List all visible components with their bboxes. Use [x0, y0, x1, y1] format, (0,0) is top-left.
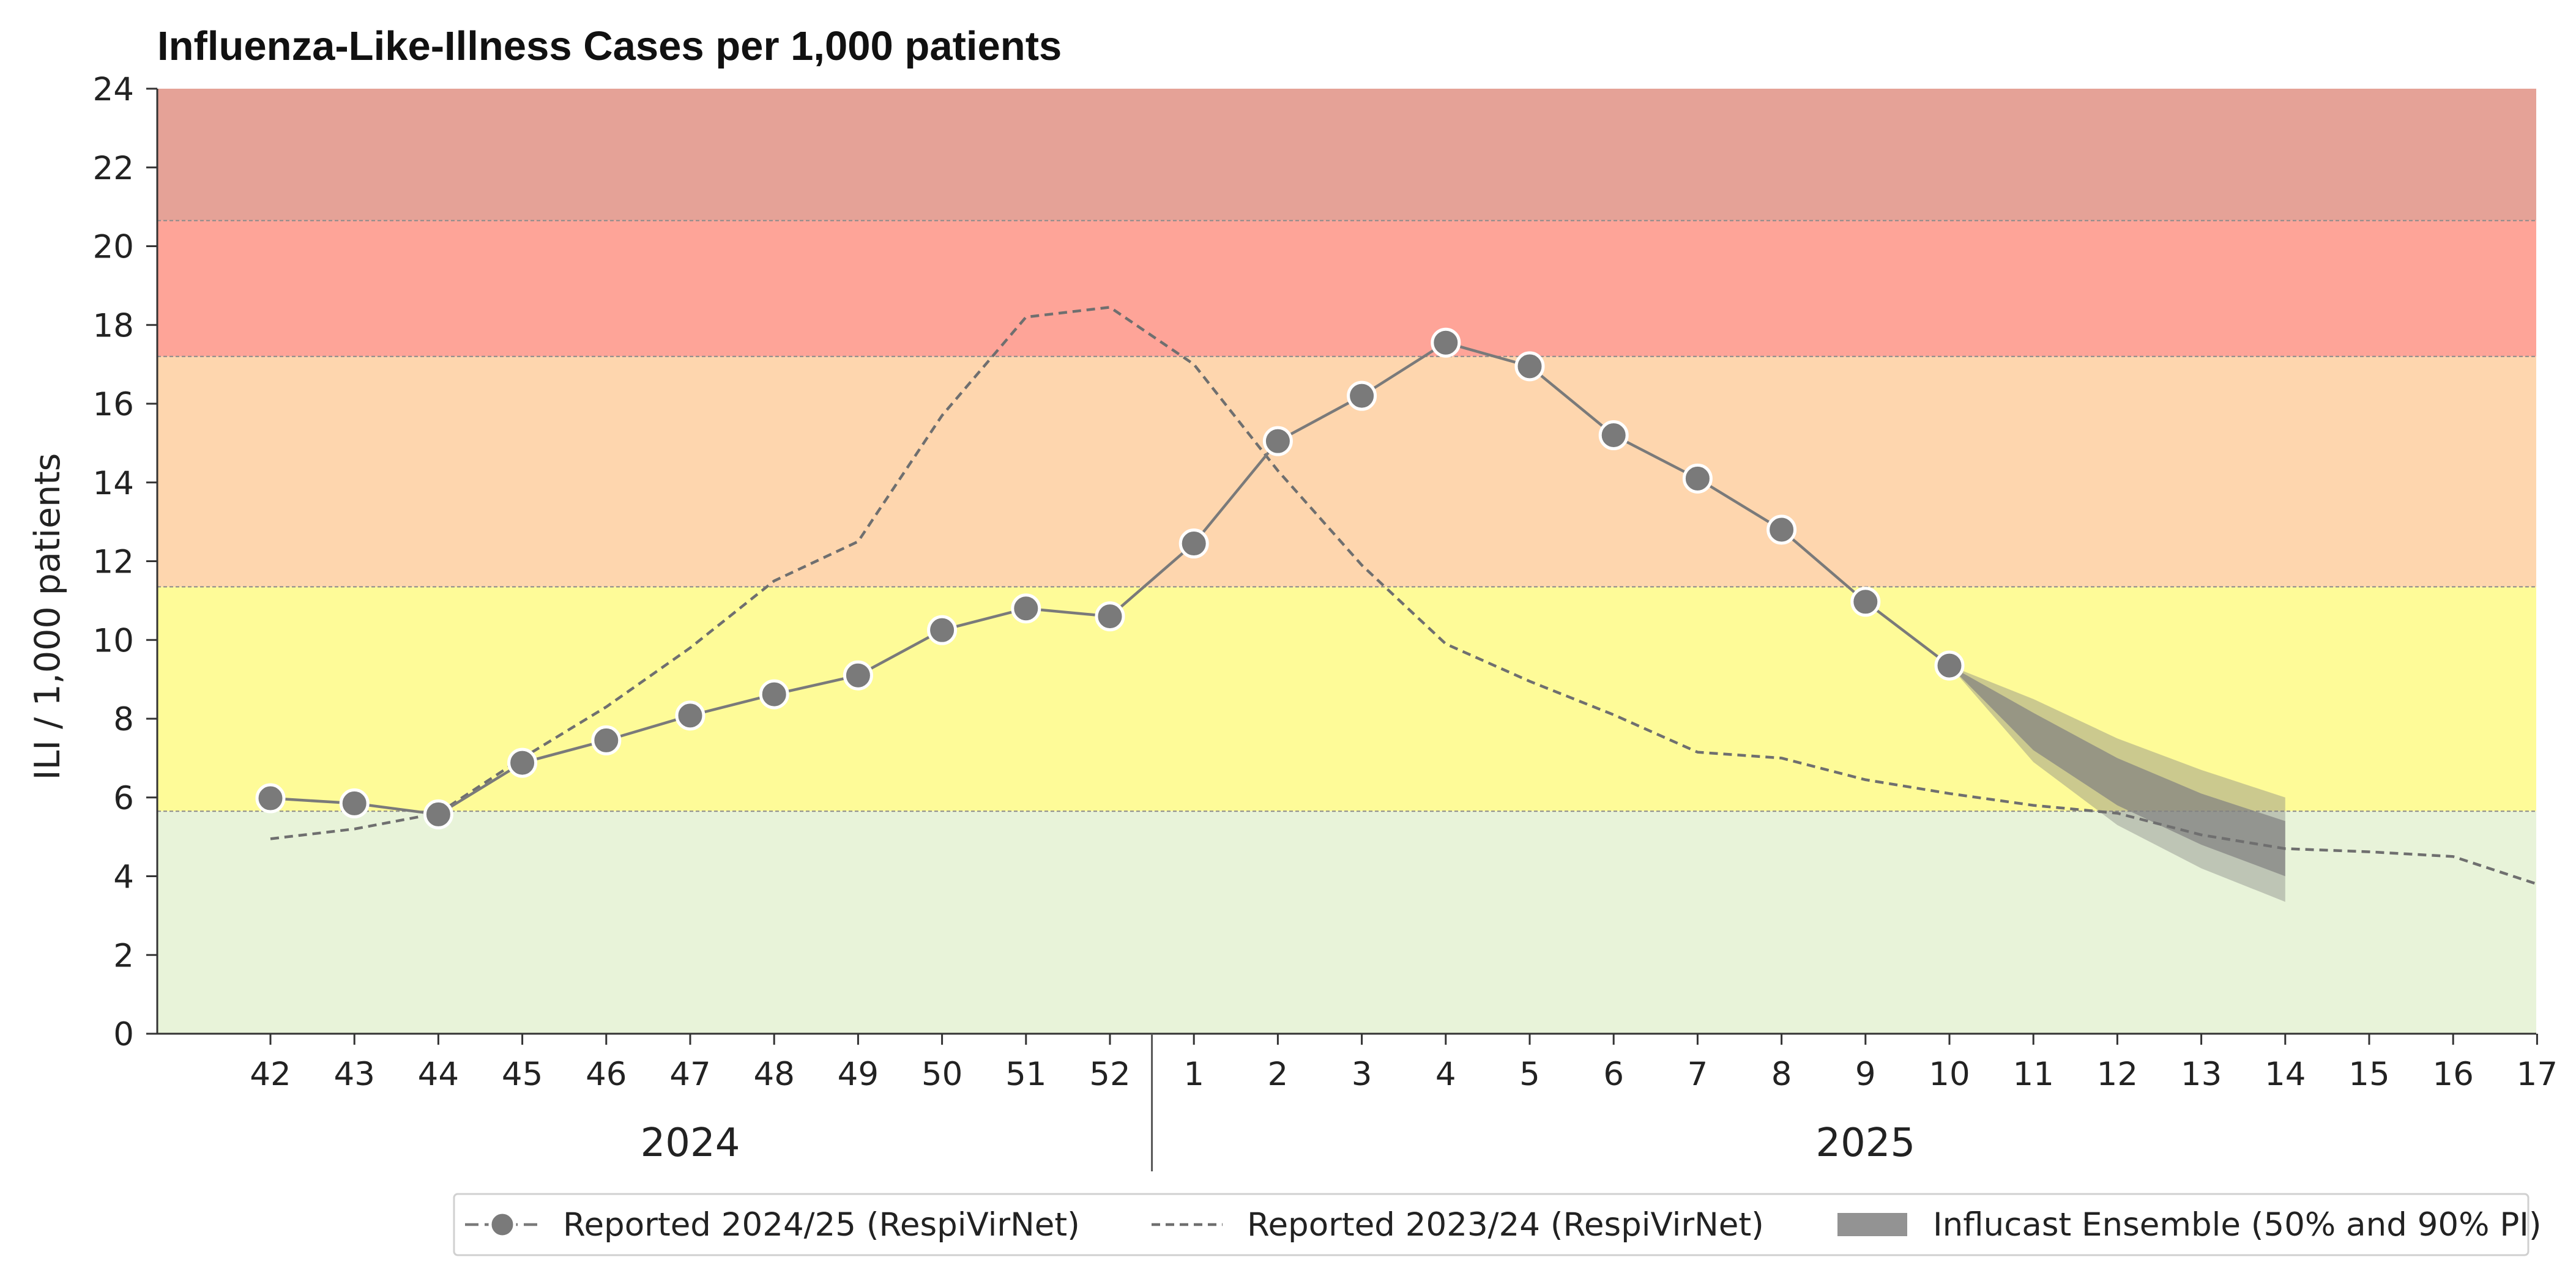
x-tick-label: 45: [502, 1056, 543, 1093]
data-point-2024-25: [591, 725, 622, 755]
x-tick-label: 9: [1855, 1056, 1876, 1093]
x-tick-label: 5: [1519, 1056, 1540, 1093]
data-point-2024-25: [1850, 587, 1881, 617]
data-point-2024-25: [843, 660, 873, 691]
data-point-2024-25: [423, 799, 453, 829]
data-point-2024-25: [759, 679, 789, 710]
threshold-band-2: [157, 356, 2536, 587]
x-tick-label: 14: [2265, 1056, 2306, 1093]
legend: Reported 2024/25 (RespiVirNet) Reported 2…: [453, 1193, 2542, 1256]
data-point-2024-25: [927, 615, 958, 645]
data-point-2024-25: [339, 788, 370, 818]
data-point-2024-25: [255, 783, 286, 814]
y-tick-label: 18: [93, 307, 134, 344]
x-tick-label: 47: [669, 1056, 710, 1093]
x-tick-label: 52: [1089, 1056, 1130, 1093]
data-point-2024-25: [1766, 514, 1797, 545]
x-tick-label: 6: [1603, 1056, 1624, 1093]
x-tick-label: 3: [1352, 1056, 1372, 1093]
data-point-2024-25: [1934, 650, 1965, 681]
year-label: 2024: [641, 1121, 740, 1166]
legend-marker-2024-25: [488, 1210, 516, 1239]
x-tick-label: 2: [1268, 1056, 1289, 1093]
data-point-2024-25: [1431, 327, 1461, 358]
x-tick-label: 12: [2097, 1056, 2138, 1093]
legend-label-forecast: Influcast Ensemble (50% and 90% PI): [1933, 1206, 2542, 1244]
x-tick-label: 42: [250, 1056, 291, 1093]
y-tick-label: 6: [113, 780, 134, 817]
y-tick-label: 0: [113, 1016, 134, 1053]
series-layer: [255, 305, 2538, 902]
data-point-2024-25: [1262, 426, 1293, 456]
chart-title: Influenza-Like-Illness Cases per 1,000 p…: [157, 23, 1062, 69]
data-point-2024-25: [1514, 351, 1545, 382]
data-point-2024-25: [1347, 380, 1377, 411]
legend-swatch-forecast: [1837, 1213, 1907, 1236]
threshold-band-4: [157, 89, 2536, 221]
y-tick-label: 24: [93, 71, 134, 108]
y-tick-label: 4: [113, 859, 134, 896]
x-tick-label: 48: [753, 1056, 794, 1093]
x-tick-label: 43: [333, 1056, 374, 1093]
data-point-2024-25: [1178, 528, 1209, 559]
threshold-band-3: [157, 220, 2536, 357]
y-tick-label: 22: [93, 150, 134, 187]
x-tick-label: 49: [838, 1056, 879, 1093]
data-point-2024-25: [1682, 463, 1713, 494]
x-tick-label: 8: [1771, 1056, 1792, 1093]
x-tick-label: 17: [2517, 1056, 2558, 1093]
x-tick-label: 16: [2432, 1056, 2473, 1093]
y-axis-label: ILI / 1,000 patients: [28, 453, 68, 780]
x-tick-label: 10: [1929, 1056, 1970, 1093]
legend-label-2023-24: Reported 2023/24 (RespiVirNet): [1247, 1206, 1764, 1244]
y-tick-label: 10: [93, 622, 134, 659]
data-point-2024-25: [675, 700, 705, 731]
x-tick-label: 11: [2012, 1056, 2053, 1093]
x-tick-label: 7: [1688, 1056, 1708, 1093]
x-tick-label: 51: [1005, 1056, 1046, 1093]
forecast-50-pi-band: [1949, 665, 2285, 877]
threshold-bands: [157, 89, 2536, 1034]
x-tick-label: 44: [418, 1056, 459, 1093]
x-tick-label: 46: [586, 1056, 627, 1093]
legend-box: [453, 1193, 2529, 1256]
y-tick-label: 14: [93, 465, 134, 502]
legend-label-2024-25: Reported 2024/25 (RespiVirNet): [563, 1206, 1080, 1244]
y-tick-label: 12: [93, 544, 134, 581]
y-tick-label: 8: [113, 701, 134, 738]
x-tick-label: 4: [1435, 1056, 1456, 1093]
data-point-2024-25: [1095, 601, 1125, 632]
y-tick-label: 16: [93, 386, 134, 423]
year-label: 2025: [1815, 1121, 1915, 1166]
series-reported-2023-24-line: [270, 305, 2538, 886]
x-tick-label: 15: [2348, 1056, 2389, 1093]
data-point-2024-25: [1011, 593, 1041, 624]
data-point-2024-25: [1598, 420, 1629, 450]
y-tick-label: 20: [93, 229, 134, 266]
x-tick-label: 13: [2181, 1056, 2222, 1093]
x-tick-label: 50: [921, 1056, 962, 1093]
data-point-2024-25: [507, 747, 538, 778]
y-tick-label: 2: [113, 937, 134, 974]
threshold-band-0: [157, 811, 2536, 1034]
x-tick-label: 1: [1183, 1056, 1204, 1093]
